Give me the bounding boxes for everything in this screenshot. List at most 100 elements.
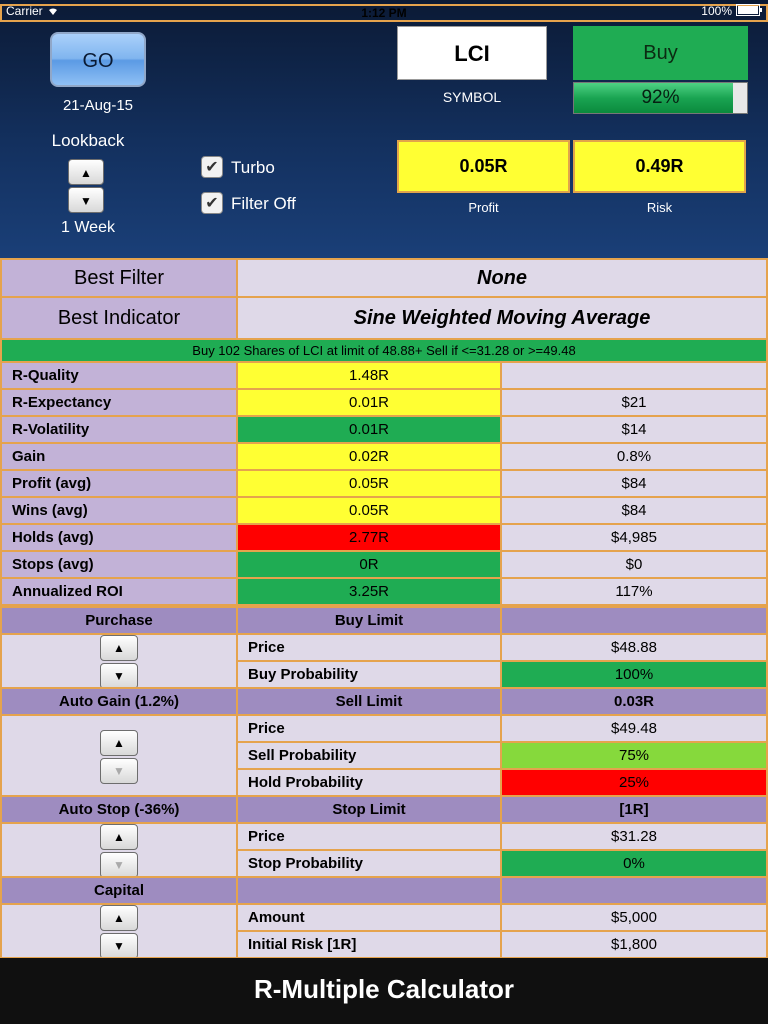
best-indicator-value[interactable]: Sine Weighted Moving Average <box>236 296 768 340</box>
metric-label: R-Volatility <box>0 415 238 444</box>
purchase-limit-label: Buy Limit <box>236 606 502 635</box>
profit-box: 0.05R <box>397 140 570 193</box>
status-time: 1:12 PM <box>0 4 768 22</box>
confidence-text: 92% <box>641 87 680 108</box>
stop-row-label: Stop Probability <box>236 849 502 878</box>
best-filter-value[interactable]: None <box>236 258 768 298</box>
gain-down-button[interactable]: ▼ <box>100 757 138 784</box>
stop-row-label: Price <box>236 822 502 851</box>
carrier-label: Carrier <box>6 4 43 18</box>
confidence-progress: 92% <box>573 82 748 114</box>
signal-button[interactable]: Buy <box>573 26 748 80</box>
results-table: Best Filter None Best Indicator Sine Wei… <box>0 258 768 959</box>
purchase-title: Purchase <box>0 606 238 635</box>
capital-row-label: Amount <box>236 903 502 932</box>
metric-label: Stops (avg) <box>0 550 238 579</box>
metric-label: R-Expectancy <box>0 388 238 417</box>
best-filter-label: Best Filter <box>0 258 238 298</box>
risk-box: 0.49R <box>573 140 746 193</box>
stop-row-value: $31.28 <box>500 822 768 851</box>
capital-row-value: $1,800 <box>500 930 768 959</box>
wifi-icon <box>48 8 57 15</box>
metric-dollar-value: $0 <box>500 550 768 579</box>
confidence-fill <box>574 83 734 113</box>
gain-row-label: Hold Probability <box>236 768 502 797</box>
stop-up-button[interactable]: ▲ <box>100 824 138 850</box>
purchase-row-label: Price <box>236 633 502 662</box>
down-arrow-icon: ▼ <box>80 194 92 208</box>
up-arrow-icon: ▲ <box>80 166 92 180</box>
stop-limit-label: Stop Limit <box>236 795 502 824</box>
down-arrow-icon: ▼ <box>113 939 125 953</box>
purchase-up-button[interactable]: ▲ <box>100 635 138 661</box>
capital-title: Capital <box>0 876 238 905</box>
metric-r-value: 0.02R <box>236 442 502 471</box>
metric-r-value: 0R <box>236 550 502 579</box>
metric-label: Wins (avg) <box>0 496 238 525</box>
metric-r-value: 0.01R <box>236 388 502 417</box>
capital-down-button[interactable]: ▼ <box>100 933 138 957</box>
gain-row-value: 25% <box>500 768 768 797</box>
checkmark-icon: ✔ <box>205 159 219 176</box>
purchase-row-label: Buy Probability <box>236 660 502 689</box>
stop-title: Auto Stop (-36%) <box>0 795 238 824</box>
gain-stepper-cell: ▲ ▼ <box>0 714 238 797</box>
go-button[interactable]: GO <box>50 32 146 87</box>
stop-row-value: 0% <box>500 849 768 878</box>
metric-r-value: 0.05R <box>236 496 502 525</box>
date-label: 21-Aug-15 <box>62 97 134 114</box>
lookback-label: Lookback <box>51 131 125 150</box>
stop-stepper-cell: ▲ ▼ <box>0 822 238 878</box>
symbol-input[interactable]: LCI <box>397 26 547 80</box>
risk-caption: Risk <box>646 200 673 215</box>
metric-r-value: 1.48R <box>236 361 502 390</box>
lookback-value: 1 Week <box>61 219 115 236</box>
up-arrow-icon: ▲ <box>113 641 125 655</box>
battery-icon <box>736 4 762 16</box>
metric-dollar-value: $21 <box>500 388 768 417</box>
stop-down-button[interactable]: ▼ <box>100 852 138 876</box>
turbo-checkbox[interactable]: ✔ <box>201 156 223 178</box>
up-arrow-icon: ▲ <box>113 830 125 844</box>
capital-row-value: $5,000 <box>500 903 768 932</box>
down-arrow-icon: ▼ <box>113 763 125 778</box>
symbol-caption: SYMBOL <box>442 89 502 105</box>
metric-label: Gain <box>0 442 238 471</box>
profit-caption: Profit <box>468 200 499 215</box>
gain-row-value: $49.48 <box>500 714 768 743</box>
metric-dollar-value <box>500 361 768 390</box>
gain-title: Auto Gain (1.2%) <box>0 687 238 716</box>
metric-label: R-Quality <box>0 361 238 390</box>
metric-r-value: 0.01R <box>236 415 502 444</box>
metric-dollar-value: 117% <box>500 577 768 606</box>
metric-dollar-value: $84 <box>500 469 768 498</box>
purchase-row-value: $48.88 <box>500 633 768 662</box>
metric-r-value: 2.77R <box>236 523 502 552</box>
gain-row-value: 75% <box>500 741 768 770</box>
gain-up-button[interactable]: ▲ <box>100 729 138 756</box>
lookback-up-button[interactable]: ▲ <box>68 159 104 185</box>
capital-up-button[interactable]: ▲ <box>100 905 138 931</box>
app-title: R-Multiple Calculator <box>0 958 768 1024</box>
lookback-down-button[interactable]: ▼ <box>68 187 104 213</box>
metric-r-value: 3.25R <box>236 577 502 606</box>
status-bar: Carrier 1:12 PM 100% <box>0 0 768 22</box>
purchase-row-value: 100% <box>500 660 768 689</box>
gain-limit-label: Sell Limit <box>236 687 502 716</box>
metric-r-value: 0.05R <box>236 469 502 498</box>
filter-off-checkbox[interactable]: ✔ <box>201 192 223 214</box>
metric-dollar-value: $14 <box>500 415 768 444</box>
purchase-down-button[interactable]: ▼ <box>100 663 138 687</box>
gain-row-label: Price <box>236 714 502 743</box>
metric-label: Annualized ROI <box>0 577 238 606</box>
metric-dollar-value: $84 <box>500 496 768 525</box>
best-indicator-label: Best Indicator <box>0 296 238 340</box>
battery-percent: 100% <box>701 4 732 18</box>
gain-limit-value: 0.03R <box>500 687 768 716</box>
capital-limit-value <box>500 876 768 905</box>
gain-row-label: Sell Probability <box>236 741 502 770</box>
capital-limit-label <box>236 876 502 905</box>
checkmark-icon: ✔ <box>205 195 219 212</box>
purchase-limit-value <box>500 606 768 635</box>
filter-off-label: Filter Off <box>231 194 296 213</box>
